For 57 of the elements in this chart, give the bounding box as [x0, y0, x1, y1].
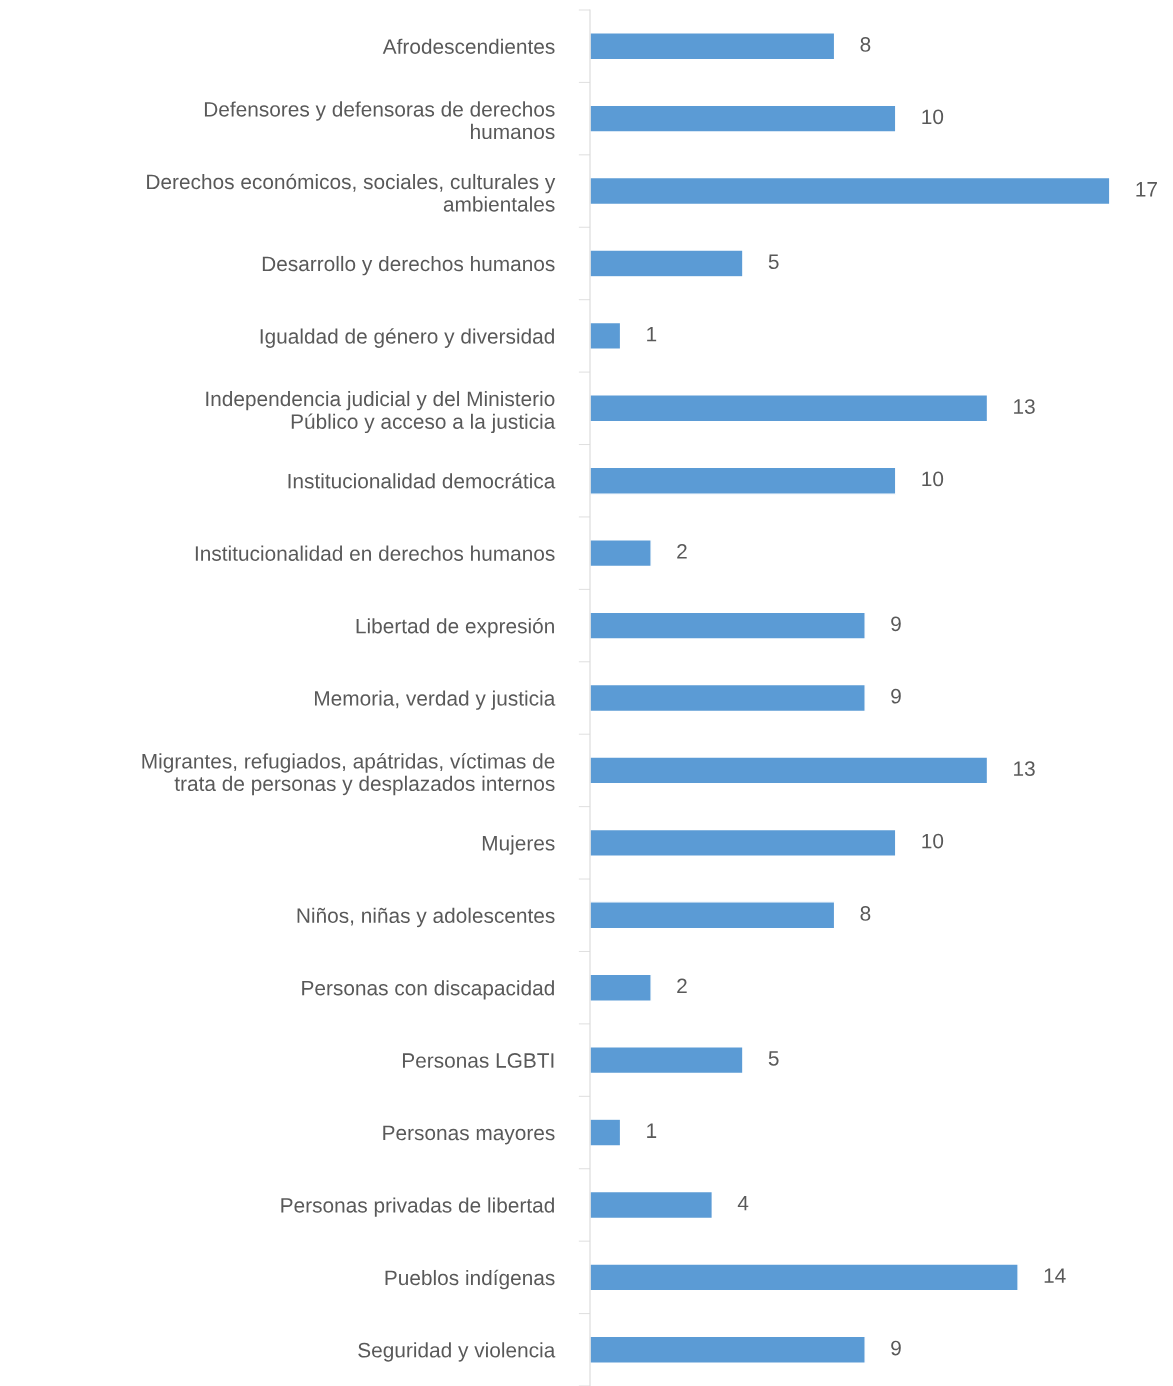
data-label: 10	[922, 833, 944, 849]
bar	[590, 1190, 714, 1220]
data-label: 14	[1044, 1268, 1066, 1283]
y-tick-label: Institucionalidad democrática	[288, 472, 556, 489]
bar	[590, 249, 744, 278]
y-tick-label: Niños, niñas y adolescentes	[297, 907, 555, 928]
data-label: 13	[1014, 761, 1035, 777]
y-tick-label: Afrodescendientes	[382, 38, 555, 54]
y-tick-label: Pueblos indígenas	[385, 1269, 555, 1290]
data-label: 9	[891, 688, 901, 704]
y-tick-label: Seguridad y violencia	[358, 1342, 556, 1362]
bar	[590, 1263, 1019, 1292]
bar	[590, 1335, 866, 1364]
data-label: 9	[891, 1340, 901, 1356]
bar	[590, 394, 989, 423]
data-label: 17	[1136, 182, 1157, 197]
data-label: 5	[768, 254, 779, 270]
bar	[590, 539, 652, 568]
y-tick-label: Personas privadas de libertad	[281, 1197, 554, 1217]
data-label: 5	[768, 1051, 779, 1066]
bar	[590, 104, 897, 133]
data-label: 10	[922, 471, 944, 487]
data-label: 8	[860, 906, 871, 921]
bar	[590, 32, 836, 61]
bar	[590, 683, 866, 713]
data-label: 4	[737, 1196, 749, 1211]
bar	[590, 901, 836, 930]
bar	[590, 756, 989, 785]
data-label: 8	[860, 37, 871, 52]
y-tick-label: Independencia judicial y del Ministerio Público y acceso a la justicia	[206, 390, 556, 434]
bar	[590, 828, 897, 857]
bar	[590, 1046, 744, 1075]
y-tick-label: Mujeres	[482, 835, 555, 855]
bar	[590, 1118, 622, 1147]
y-tick-label: Memoria, verdad y justicia	[315, 690, 556, 710]
data-label: 9	[891, 616, 901, 632]
y-tick-label: Personas con discapacidad	[302, 980, 554, 1000]
y-tick-label: Migrantes, refugiados, apátridas, víctimas de trata de personas y desplazados internos	[142, 753, 555, 796]
y-tick-label: Igualdad de género y diversidad	[260, 328, 554, 348]
y-tick-label: Libertad de expresión	[356, 617, 554, 638]
y-tick-label: Defensores y defensoras de derechos humanos	[204, 101, 555, 140]
data-label: 10	[922, 109, 944, 125]
y-tick-label: Desarrollo y derechos humanos	[262, 255, 555, 276]
y-tick-label: Derechos económicos, sociales, culturales y ambientales	[147, 173, 556, 212]
data-label: 13	[1014, 399, 1035, 414]
bar	[590, 973, 652, 1002]
y-tick-label: Institucionalidad en derechos humanos	[195, 545, 555, 561]
data-label: 1	[647, 1123, 657, 1138]
bar	[590, 321, 622, 350]
data-label: 2	[677, 544, 687, 559]
bar	[590, 466, 897, 495]
data-label: 1	[647, 326, 657, 342]
bar	[590, 611, 866, 640]
y-tick-label: Personas LGBTI	[402, 1053, 554, 1068]
bar	[590, 176, 1111, 206]
y-tick-label: Personas mayores	[383, 1125, 555, 1145]
data-label: 2	[677, 978, 687, 994]
